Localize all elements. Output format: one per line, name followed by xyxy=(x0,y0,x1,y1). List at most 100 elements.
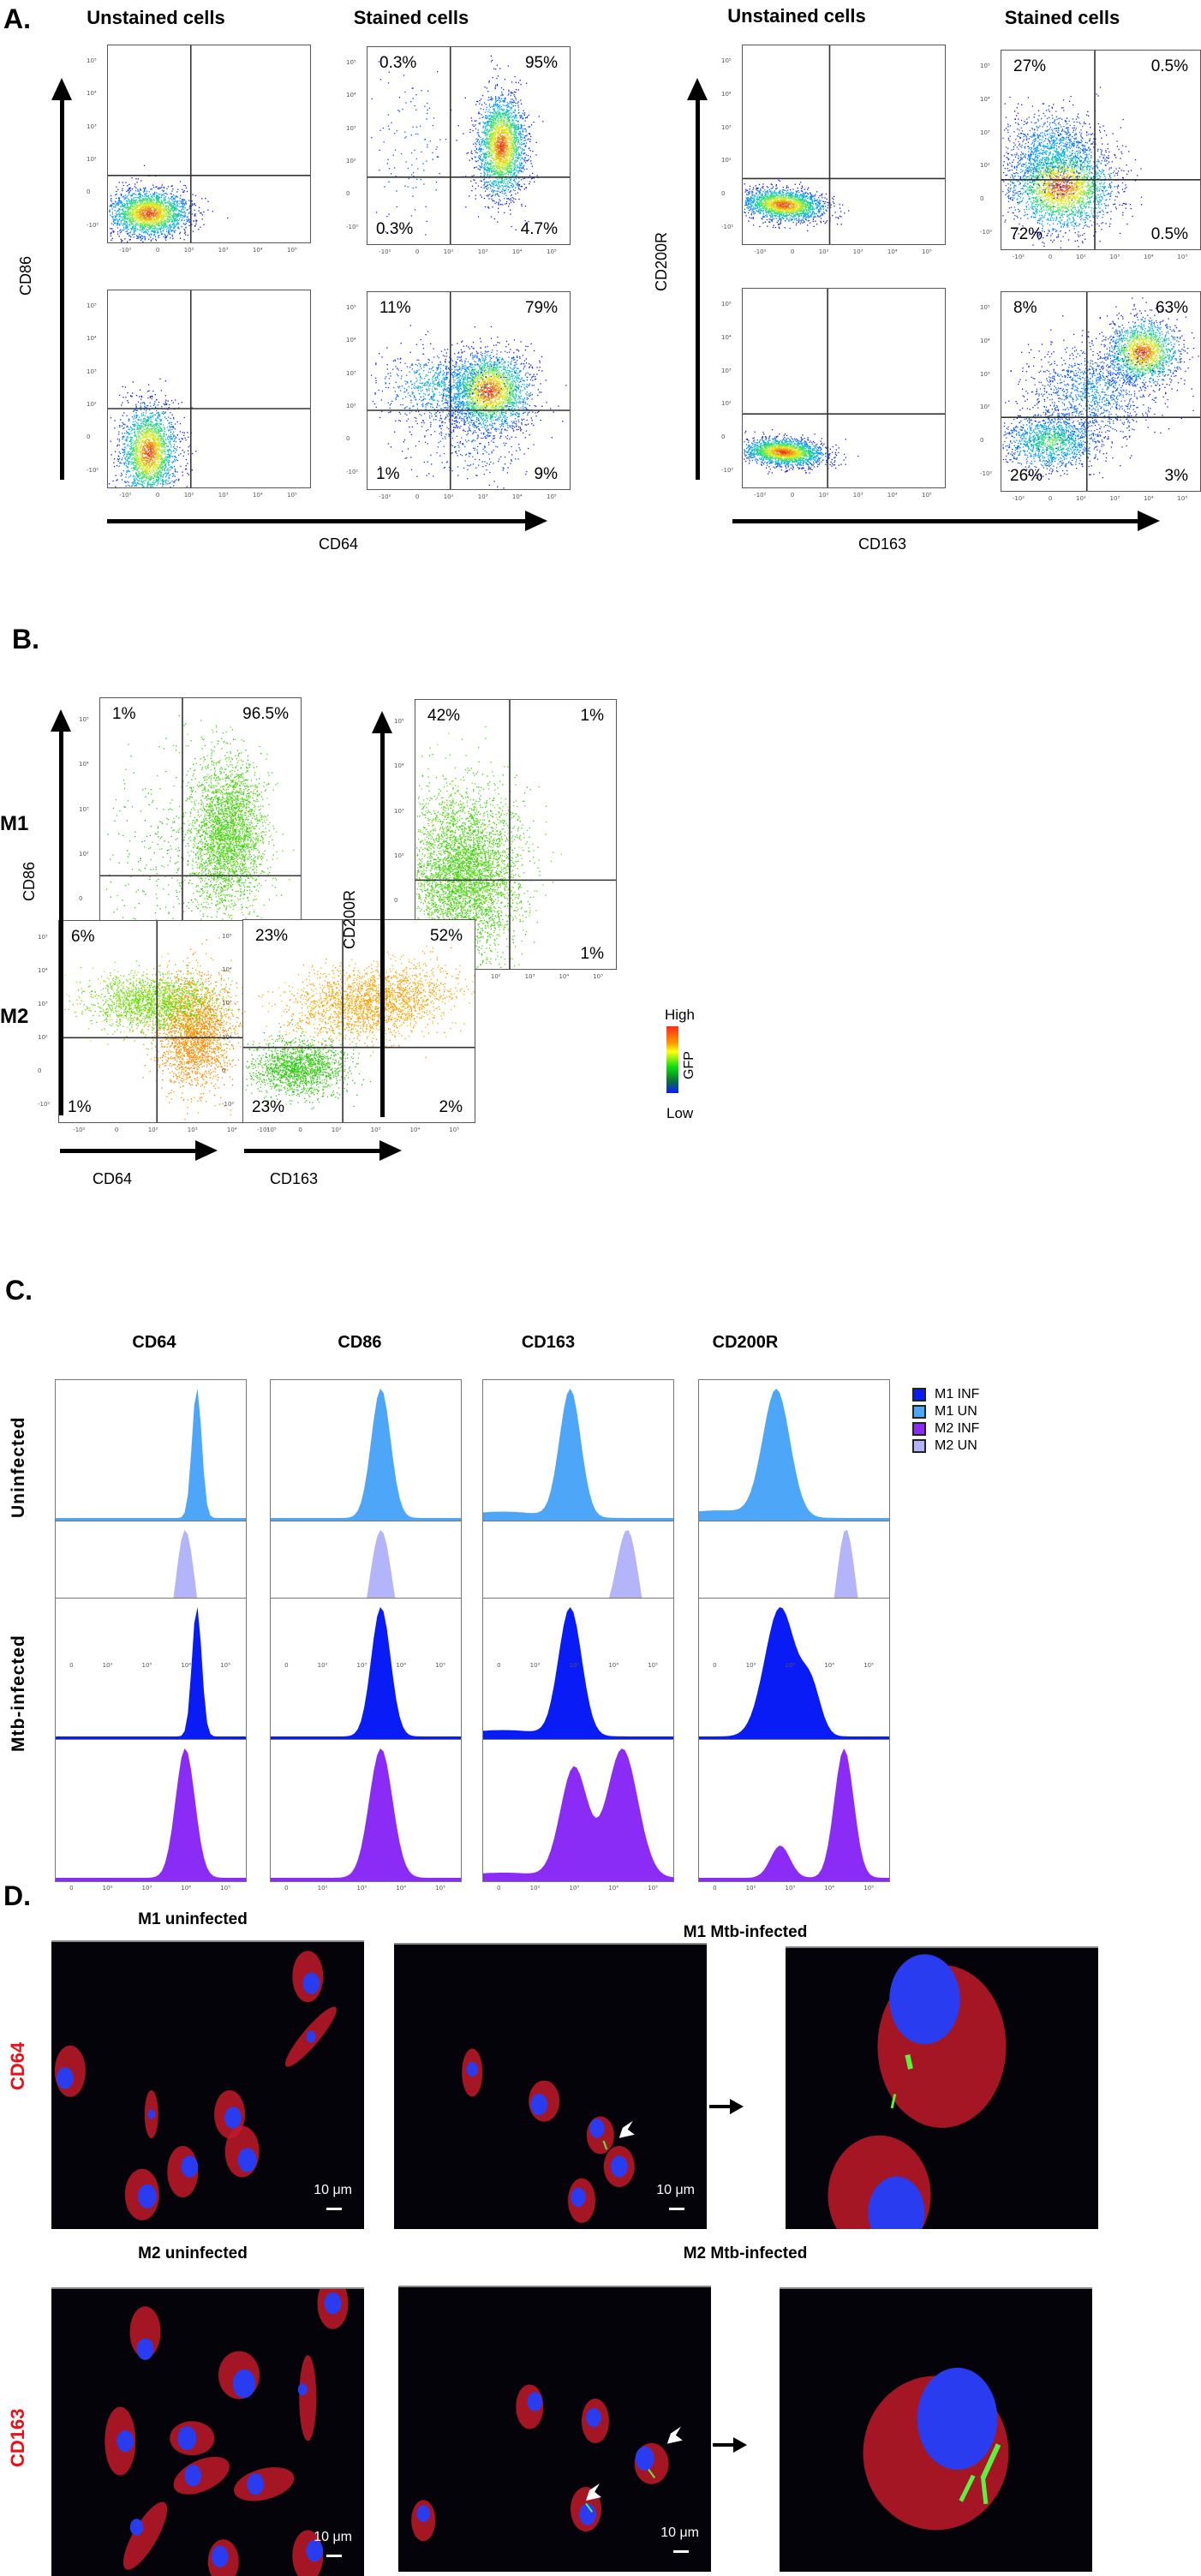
event-dot xyxy=(169,201,170,202)
event-dot xyxy=(526,117,527,118)
event-dot xyxy=(153,427,154,428)
event-dot xyxy=(518,110,519,111)
event-dot xyxy=(125,198,126,199)
event-dot xyxy=(149,191,150,192)
event-dot xyxy=(119,451,120,452)
event-dot xyxy=(127,223,128,224)
event-dot xyxy=(123,216,124,217)
event-dot xyxy=(526,131,527,132)
event-dot xyxy=(518,172,519,173)
event-dot xyxy=(387,163,388,164)
event-dot xyxy=(520,137,521,138)
event-dot xyxy=(498,141,499,142)
event-dot xyxy=(140,227,141,228)
event-dot xyxy=(513,116,514,117)
event-dot xyxy=(515,146,516,147)
event-dot xyxy=(207,201,208,202)
event-dot xyxy=(139,192,140,193)
y-axis-label: CD86 xyxy=(17,256,35,296)
event-dot xyxy=(132,204,133,205)
event-dot xyxy=(410,101,411,102)
event-dot xyxy=(146,202,147,203)
event-dot xyxy=(192,203,193,204)
event-dot xyxy=(129,224,130,225)
event-dot xyxy=(500,128,501,129)
event-dot xyxy=(511,107,512,108)
event-dot xyxy=(195,195,196,196)
event-dot xyxy=(121,212,122,213)
event-dot xyxy=(474,175,475,176)
event-dot xyxy=(503,159,504,160)
x-tick-label: 10⁴ xyxy=(512,248,523,255)
event-dot xyxy=(523,140,524,141)
event-dot xyxy=(165,227,166,228)
event-dot xyxy=(523,160,524,161)
event-dot xyxy=(503,116,504,117)
event-dot xyxy=(532,173,533,174)
event-dot xyxy=(507,152,508,153)
event-dot xyxy=(495,104,496,105)
event-dot xyxy=(484,142,485,143)
event-dot xyxy=(518,181,519,182)
event-dot xyxy=(140,180,141,181)
event-dot xyxy=(514,137,515,138)
event-dot xyxy=(501,164,502,165)
event-dot xyxy=(504,153,505,154)
event-dot xyxy=(386,216,387,217)
event-dot xyxy=(486,132,487,133)
event-dot xyxy=(180,238,181,239)
event-dot xyxy=(475,188,476,189)
event-dot xyxy=(124,238,125,239)
event-dot xyxy=(484,143,485,144)
event-dot xyxy=(499,113,500,114)
event-dot xyxy=(138,445,139,446)
event-dot xyxy=(490,144,491,145)
event-dot xyxy=(500,141,501,142)
event-dot xyxy=(383,128,384,129)
event-dot xyxy=(491,172,492,173)
event-dot xyxy=(404,92,405,93)
y-axis-arrow xyxy=(696,99,700,480)
event-dot xyxy=(489,131,490,132)
event-dot xyxy=(508,142,509,143)
event-dot xyxy=(507,160,508,161)
event-dot xyxy=(485,152,486,153)
event-dot xyxy=(513,111,514,112)
event-dot xyxy=(143,210,144,211)
event-dot xyxy=(143,207,144,208)
event-dot xyxy=(487,124,488,125)
event-dot xyxy=(182,192,183,193)
event-dot xyxy=(504,212,505,213)
event-dot xyxy=(168,209,169,210)
event-dot xyxy=(522,186,523,187)
event-dot xyxy=(147,208,148,209)
event-dot xyxy=(495,119,496,120)
event-dot xyxy=(145,204,146,205)
event-dot xyxy=(479,147,480,148)
event-dot xyxy=(515,115,516,116)
event-dot xyxy=(168,232,169,233)
x-tick-label: 0 xyxy=(156,247,159,254)
event-dot xyxy=(497,84,498,85)
x-axis-label: CD64 xyxy=(319,535,358,553)
event-dot xyxy=(186,203,187,204)
event-dot xyxy=(162,225,163,226)
event-dot xyxy=(524,178,525,179)
event-dot xyxy=(491,122,492,123)
event-dot xyxy=(192,213,193,214)
event-dot xyxy=(486,104,487,105)
event-dot xyxy=(489,112,490,113)
event-dot xyxy=(506,147,507,148)
event-dot xyxy=(499,68,500,69)
event-dot xyxy=(140,207,141,208)
event-dot xyxy=(497,125,498,126)
event-dot xyxy=(123,185,124,186)
event-dot xyxy=(494,115,495,116)
event-dot xyxy=(121,239,122,240)
event-dot xyxy=(508,175,509,176)
event-dot xyxy=(502,204,503,205)
event-dot xyxy=(493,166,494,167)
event-dot xyxy=(153,231,154,232)
event-dot xyxy=(500,135,501,136)
event-dot xyxy=(522,148,523,149)
